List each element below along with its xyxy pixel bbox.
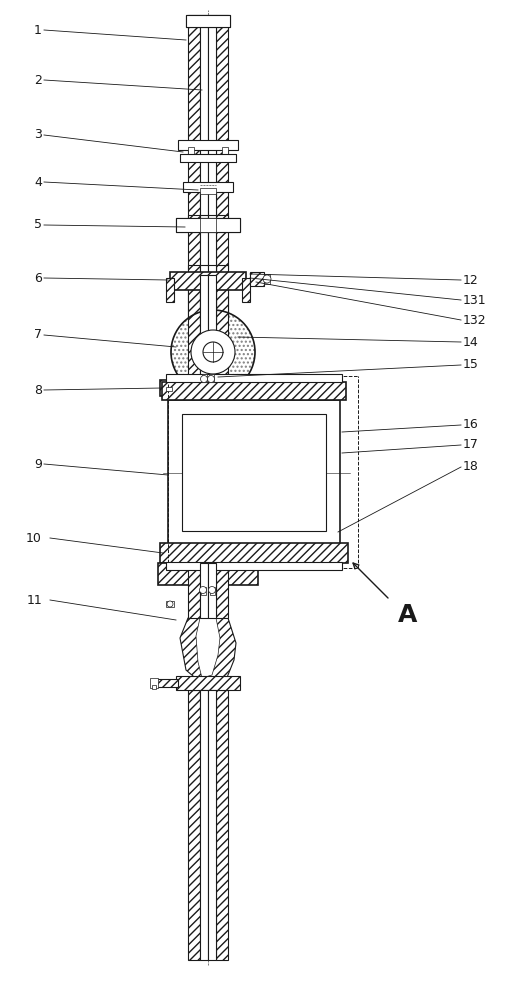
Bar [180, 154, 236, 162]
Bar [201, 587, 206, 595]
Text: 1: 1 [34, 23, 42, 36]
Bar [200, 690, 208, 960]
Text: 11: 11 [26, 593, 42, 606]
Bar [168, 400, 340, 545]
Circle shape [203, 342, 223, 362]
Text: 5: 5 [34, 219, 42, 232]
Bar [200, 188, 216, 194]
Bar [200, 218, 216, 232]
Text: 4: 4 [34, 176, 42, 188]
Bar [250, 272, 264, 286]
Bar [216, 563, 228, 618]
Circle shape [200, 586, 206, 593]
Bar [242, 278, 250, 302]
Bar [208, 563, 216, 618]
Text: 18: 18 [463, 460, 479, 474]
Bar [180, 154, 236, 162]
Bar [188, 690, 200, 960]
Circle shape [208, 586, 216, 593]
Text: 12: 12 [463, 273, 479, 286]
Polygon shape [166, 601, 174, 607]
Bar [186, 15, 230, 27]
Bar [188, 275, 200, 385]
Bar [216, 215, 228, 270]
Bar [150, 678, 158, 688]
Bar [188, 215, 200, 270]
Text: 7: 7 [34, 328, 42, 342]
Bar [216, 265, 228, 320]
Bar [176, 676, 240, 690]
Bar [188, 265, 200, 320]
Bar [216, 275, 228, 385]
Bar [202, 374, 207, 382]
Bar [166, 562, 342, 570]
Circle shape [201, 375, 207, 382]
Text: 3: 3 [34, 128, 42, 141]
Bar [264, 274, 270, 284]
Bar [188, 563, 200, 618]
Text: 6: 6 [34, 271, 42, 284]
Bar [208, 15, 216, 145]
Text: 15: 15 [463, 359, 479, 371]
Bar [182, 414, 326, 531]
Circle shape [191, 330, 235, 374]
Bar [216, 15, 228, 145]
Bar [188, 145, 200, 220]
Text: 9: 9 [34, 458, 42, 471]
Bar [188, 147, 194, 155]
Bar [183, 182, 233, 192]
Bar [188, 15, 200, 145]
Text: A: A [398, 603, 417, 627]
Bar [208, 690, 216, 960]
Circle shape [167, 601, 173, 607]
Text: 8: 8 [34, 383, 42, 396]
Bar [152, 685, 156, 689]
Bar [166, 374, 342, 382]
Bar [178, 140, 238, 150]
Bar [200, 265, 208, 320]
Bar [200, 215, 208, 270]
Bar [186, 15, 230, 27]
Bar [216, 690, 228, 960]
Bar [210, 587, 215, 595]
Bar [208, 215, 216, 270]
Bar [170, 272, 246, 290]
Text: 16: 16 [463, 418, 479, 432]
Circle shape [207, 375, 215, 382]
Text: 131: 131 [463, 294, 486, 306]
Bar [166, 278, 174, 302]
Bar [208, 145, 216, 220]
Bar [176, 218, 240, 232]
Bar [200, 145, 208, 220]
Bar [162, 382, 346, 400]
Bar [160, 380, 256, 396]
Bar [176, 218, 240, 232]
Bar [209, 374, 214, 382]
Bar [200, 275, 208, 385]
Bar [200, 563, 208, 618]
Bar [160, 543, 348, 563]
Bar [200, 15, 208, 145]
Circle shape [263, 275, 271, 283]
Bar [158, 563, 258, 585]
Text: 10: 10 [26, 532, 42, 544]
Bar [208, 265, 216, 320]
Text: 14: 14 [463, 336, 479, 349]
Polygon shape [196, 618, 220, 678]
Text: 2: 2 [34, 74, 42, 87]
Text: 17: 17 [463, 438, 479, 452]
Bar [208, 275, 216, 385]
Bar [222, 147, 228, 155]
Polygon shape [180, 618, 236, 682]
Bar [156, 679, 178, 687]
Polygon shape [166, 387, 172, 391]
Bar [216, 145, 228, 220]
Text: 132: 132 [463, 314, 486, 326]
